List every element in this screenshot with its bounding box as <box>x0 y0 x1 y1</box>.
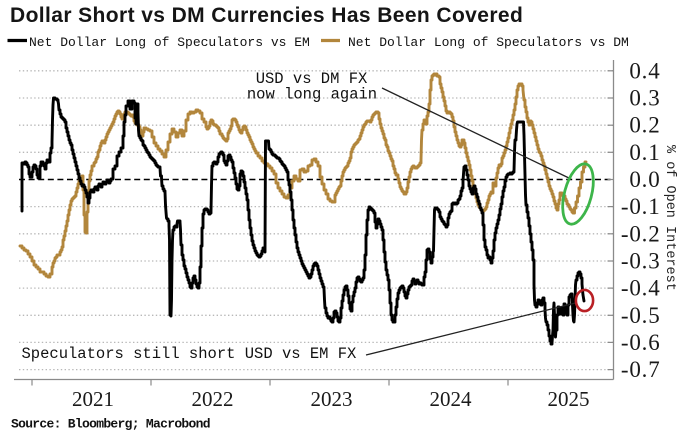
svg-text:-0.2: -0.2 <box>621 221 661 246</box>
svg-text:Source: Bloomberg; Macrobond: Source: Bloomberg; Macrobond <box>11 417 210 432</box>
svg-text:-0.5: -0.5 <box>621 303 661 328</box>
svg-text:0.3: 0.3 <box>629 86 660 111</box>
svg-text:-0.4: -0.4 <box>621 276 661 301</box>
svg-text:-0.1: -0.1 <box>621 194 661 219</box>
svg-text:2025: 2025 <box>548 387 590 411</box>
svg-text:-0.3: -0.3 <box>621 249 661 274</box>
svg-text:Speculators still short USD vs: Speculators still short USD vs EM FX <box>22 345 358 363</box>
svg-text:USD vs DM FX: USD vs DM FX <box>256 70 368 88</box>
svg-text:Net Dollar Long of Speculators: Net Dollar Long of Speculators vs EM <box>29 35 310 50</box>
svg-text:-0.7: -0.7 <box>621 357 661 382</box>
svg-text:-0.6: -0.6 <box>621 330 661 355</box>
svg-text:0.2: 0.2 <box>629 113 660 138</box>
svg-text:2024: 2024 <box>430 387 473 411</box>
svg-text:0.4: 0.4 <box>629 58 660 83</box>
svg-text:% of Open Interest: % of Open Interest <box>662 145 677 291</box>
svg-text:Net Dollar Long of Speculators: Net Dollar Long of Speculators vs DM <box>348 35 629 50</box>
svg-text:0.1: 0.1 <box>629 140 660 165</box>
svg-text:2021: 2021 <box>72 387 114 411</box>
svg-text:2022: 2022 <box>192 387 234 411</box>
svg-text:now long again: now long again <box>247 86 377 104</box>
svg-text:0.0: 0.0 <box>629 167 660 192</box>
svg-text:2023: 2023 <box>311 387 353 411</box>
svg-text:Dollar Short vs DM Currencies: Dollar Short vs DM Currencies Has Been C… <box>10 4 523 27</box>
